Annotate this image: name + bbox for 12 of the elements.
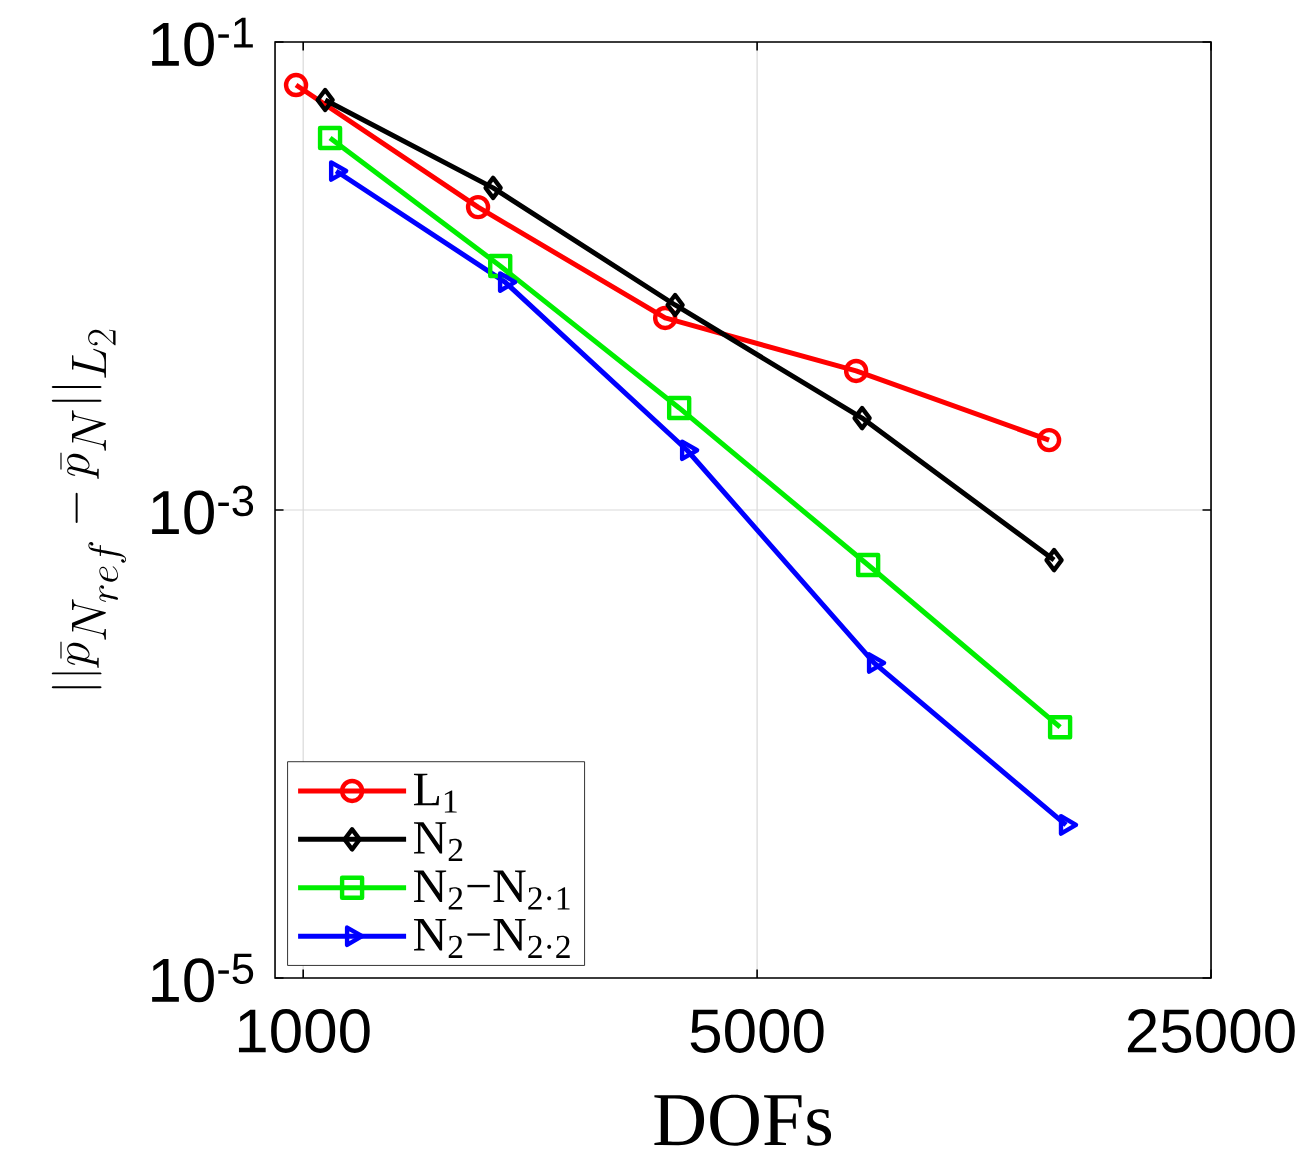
legend-label: L$_{1}$ — [413, 773, 457, 813]
y-tick-label: 10$^{-3}$ — [152, 485, 254, 535]
x-tick-label: 25000 — [1127, 1009, 1295, 1053]
y-tick-label: 10$^{-1}$ — [152, 17, 253, 67]
x-axis-title: DOFs — [654, 1094, 832, 1146]
legend-label: N$_{2}$−N$_{2·2}$ — [413, 919, 570, 958]
x-tick-label: 5000 — [690, 1009, 824, 1053]
legend-label: N$_{2}$ — [413, 822, 463, 862]
legend-label: N$_{2}$−N$_{2·1}$ — [413, 870, 570, 910]
y-tick-label: 10$^{-5}$ — [152, 953, 254, 1003]
x-tick-label: 1000 — [238, 1009, 370, 1053]
y-axis-title: $||\bar{p}_{N_{ref}} - \bar{p}_N||_{L_2}$ — [51, 329, 127, 689]
